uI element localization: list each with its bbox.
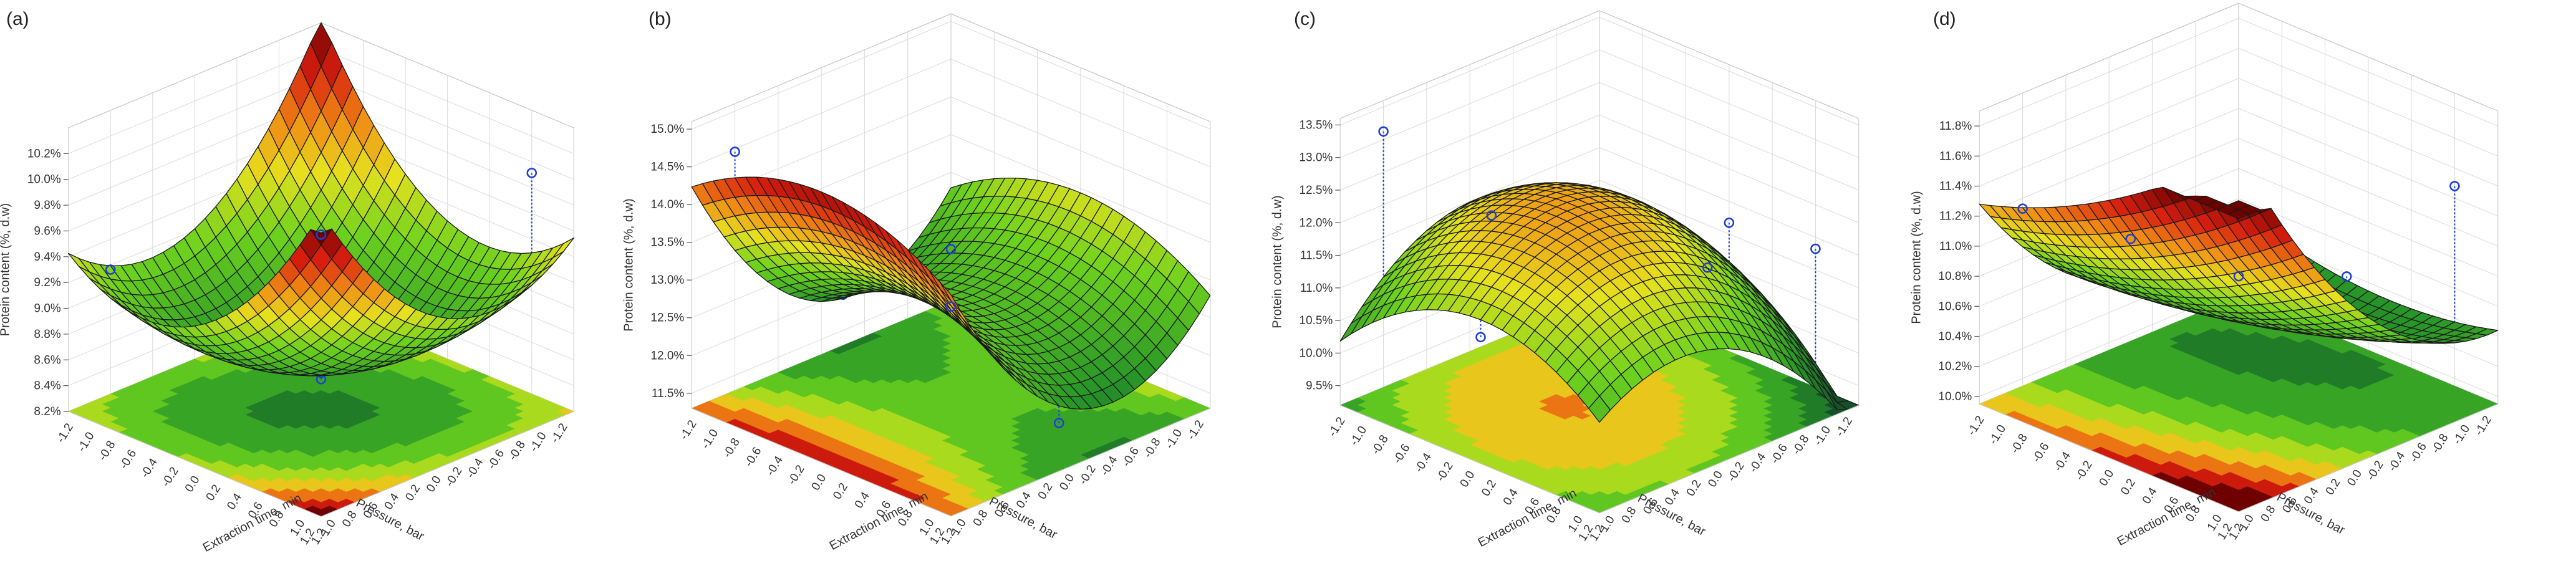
z-tick-label: 8.6% bbox=[34, 353, 60, 367]
z-tick-label: 12.5% bbox=[1299, 184, 1333, 197]
z-tick-label: 10.2% bbox=[27, 147, 61, 160]
z-tick-label: 9.8% bbox=[34, 199, 60, 212]
z-tick-label: 13.5% bbox=[650, 236, 684, 249]
panel-label: (d) bbox=[1933, 9, 1956, 29]
z-axis-title: Protein content (%, d.w) bbox=[622, 198, 635, 331]
panel-label: (a) bbox=[6, 9, 29, 29]
z-tick-label: 10.0% bbox=[27, 173, 61, 186]
panel-label: (b) bbox=[649, 9, 672, 29]
z-tick-label: 8.2% bbox=[34, 405, 60, 418]
z-tick-label: 13.0% bbox=[1299, 151, 1333, 165]
z-axis-title: Protein content (%, d.w) bbox=[1270, 195, 1284, 328]
z-tick-label: 12.0% bbox=[1299, 216, 1333, 229]
z-tick-label: 9.5% bbox=[1306, 380, 1333, 393]
z-tick-label: 9.0% bbox=[34, 302, 60, 315]
z-tick-label: 15.0% bbox=[650, 123, 684, 136]
z-tick-label: 9.6% bbox=[34, 224, 60, 238]
z-tick-label: 13.5% bbox=[1299, 118, 1333, 132]
z-tick-label: 11.0% bbox=[1300, 282, 1333, 295]
z-tick-label: 14.5% bbox=[650, 161, 684, 174]
z-tick-label: 12.5% bbox=[650, 312, 684, 325]
z-tick-label: 9.2% bbox=[34, 276, 60, 289]
z-tick-label: 10.0% bbox=[1299, 347, 1333, 360]
z-tick-label: 10.5% bbox=[1299, 314, 1333, 327]
panel-a: (a) 8.2% 8.4% 8.6% 8.8% 9.0% 9.2% 9.4% 9.6% 9.8% 1… bbox=[0, 9, 575, 555]
z-tick-label: 8.4% bbox=[34, 380, 60, 393]
z-tick-label: 11.5% bbox=[652, 387, 685, 400]
z-tick-label: 9.4% bbox=[34, 251, 60, 264]
z-tick-label: 8.8% bbox=[34, 328, 60, 341]
panel-label: (c) bbox=[1294, 9, 1316, 29]
z-tick-label: 14.0% bbox=[650, 198, 684, 211]
z-tick-label: 11.5% bbox=[1300, 249, 1333, 262]
z-axis-title: Protein content (%, d.w) bbox=[0, 203, 12, 336]
z-tick-label: 13.0% bbox=[650, 274, 684, 287]
z-tick-label: 12.0% bbox=[650, 349, 684, 362]
